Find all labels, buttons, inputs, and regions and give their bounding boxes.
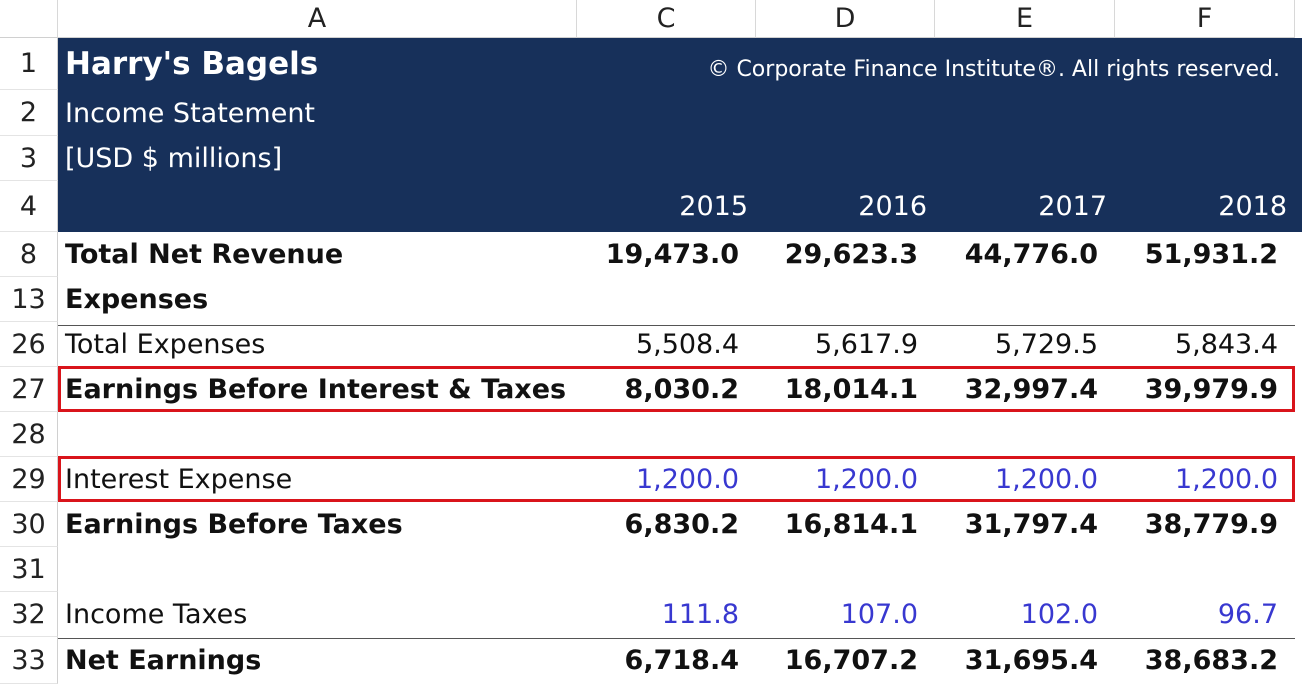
column-header[interactable]: E — [935, 0, 1115, 38]
year: 2017 — [1038, 191, 1107, 222]
subtitle: Income Statement — [65, 97, 316, 129]
row-number[interactable]: 3 — [0, 136, 58, 181]
row-number[interactable]: 32 — [0, 592, 58, 637]
cell-value: 38,683.2 — [1144, 645, 1278, 676]
highlight-box — [58, 366, 1295, 412]
cell-value: 5,843.4 — [1174, 329, 1278, 360]
cell-value: 107.0 — [840, 599, 918, 630]
year: 2016 — [858, 191, 927, 222]
cell-value: 6,830.2 — [624, 509, 739, 540]
row-number[interactable]: 8 — [0, 232, 58, 277]
year: 2018 — [1218, 191, 1287, 222]
cell-value: 16,814.1 — [784, 509, 918, 540]
row-label: Earnings Before Taxes — [65, 509, 403, 540]
row-label: Total Expenses — [65, 329, 266, 360]
row-number[interactable]: 30 — [0, 502, 58, 547]
cell-value: 51,931.2 — [1144, 239, 1278, 270]
cell-value: 44,776.0 — [964, 239, 1098, 270]
column-header[interactable]: F — [1115, 0, 1295, 38]
row-label: Income Taxes — [65, 599, 248, 630]
rule — [58, 638, 1295, 639]
row-number[interactable]: 29 — [0, 457, 58, 502]
cell-value: 31,797.4 — [964, 509, 1098, 540]
cell-value: 1,200.0 — [994, 464, 1098, 495]
copyright: © Corporate Finance Institute®. All righ… — [707, 56, 1280, 82]
highlight-box — [58, 456, 1295, 502]
row-number[interactable]: 4 — [0, 181, 58, 232]
row-number[interactable]: 27 — [0, 367, 58, 412]
cell-value: 1,200.0 — [1174, 464, 1278, 495]
cell-value: 39,979.9 — [1144, 374, 1278, 405]
cell-value: 5,729.5 — [994, 329, 1098, 360]
column-header[interactable]: C — [577, 0, 756, 38]
cell-value: 5,617.9 — [814, 329, 918, 360]
row-label: Expenses — [65, 284, 209, 315]
title: Harry's Bagels — [65, 46, 319, 82]
cell-value: 1,200.0 — [814, 464, 918, 495]
rule — [58, 325, 1295, 326]
cell-value: 18,014.1 — [784, 374, 918, 405]
cell-value: 29,623.3 — [784, 239, 918, 270]
row-number[interactable]: 26 — [0, 322, 58, 367]
row-label: Total Net Revenue — [65, 239, 344, 270]
cell-value: 38,779.9 — [1144, 509, 1278, 540]
column-header[interactable]: D — [756, 0, 935, 38]
row-label: Earnings Before Interest & Taxes — [65, 374, 567, 405]
cell-value: 19,473.0 — [605, 239, 739, 270]
cell-value: 8,030.2 — [624, 374, 739, 405]
row-number[interactable]: 33 — [0, 637, 58, 684]
row-number[interactable]: 31 — [0, 547, 58, 592]
row-number[interactable]: 2 — [0, 90, 58, 136]
row-number[interactable]: 28 — [0, 412, 58, 457]
corner — [0, 0, 58, 38]
row-number[interactable]: 1 — [0, 38, 58, 90]
cell-value: 31,695.4 — [964, 645, 1098, 676]
year: 2015 — [679, 191, 748, 222]
cell-value: 16,707.2 — [784, 645, 918, 676]
cell-value: 102.0 — [1020, 599, 1098, 630]
cell-value: 6,718.4 — [624, 645, 739, 676]
row-number[interactable]: 13 — [0, 277, 58, 322]
cell-value: 96.7 — [1217, 599, 1278, 630]
cell-value: 1,200.0 — [635, 464, 739, 495]
cell-value: 111.8 — [661, 599, 739, 630]
cell-value: 5,508.4 — [635, 329, 739, 360]
row-label: Net Earnings — [65, 645, 262, 676]
header-band — [58, 38, 1302, 232]
units: [USD $ millions] — [65, 143, 283, 174]
cell-value: 32,997.4 — [964, 374, 1098, 405]
column-header[interactable]: A — [58, 0, 577, 38]
row-label: Interest Expense — [65, 464, 293, 495]
